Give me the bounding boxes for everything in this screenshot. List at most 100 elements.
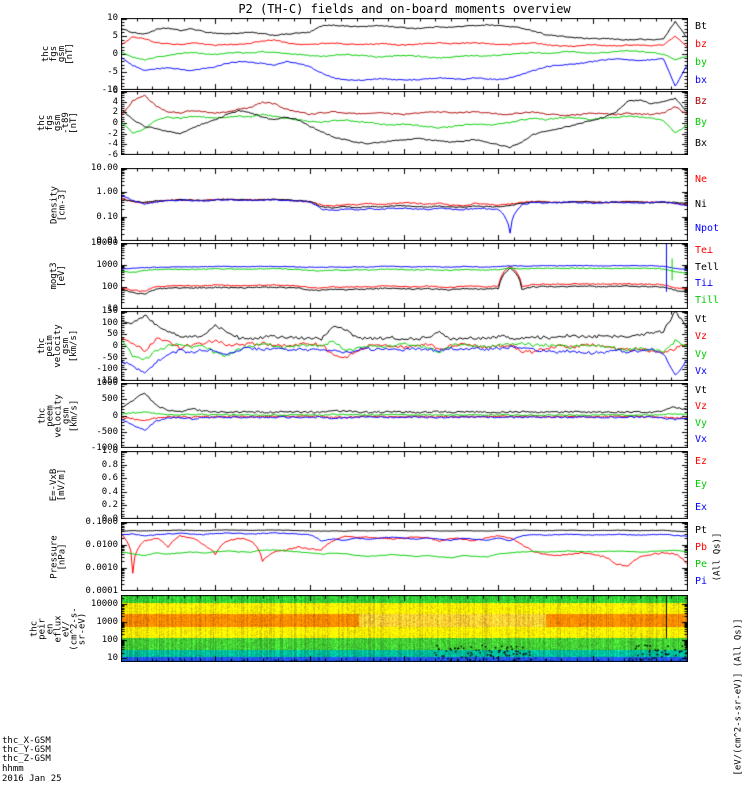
ytick-fgs_gsm_t89-1: 4 — [112, 96, 118, 107]
legend-fgs_gsm-Bt: Bt — [695, 21, 708, 32]
row-label-hhmm: hhmm — [2, 764, 24, 774]
legend-pressure-Pi: Pi — [695, 576, 708, 588]
ytick-mogt3-2: 100 — [101, 282, 118, 292]
legend-mogt3-Te⊥: Te⊥ — [695, 245, 714, 257]
ytick-density-2: 0.10 — [96, 211, 118, 222]
ytick-fgs_gsm-3: -5 — [107, 67, 118, 77]
legend-pressure-Pb: Pb — [695, 541, 708, 553]
ytick-peim_velocity-6: -150 — [96, 376, 118, 386]
ylabel-peir: thc peir en eflux eV/ (cm^2-s- sr-eV) — [29, 606, 87, 651]
ytick-density-1: 1.00 — [96, 187, 118, 198]
legend-fgs_gsm_t89-Bz: Bz — [695, 95, 708, 107]
ytick-peir-3: 10 — [107, 652, 118, 663]
panel-peim-velocity-plot — [121, 311, 688, 381]
ytick-fgs_gsm_t89-6: -6 — [107, 150, 118, 160]
legend-density-Ne: Ne — [695, 174, 708, 186]
pressure-right-unit: (All Qs)] — [712, 532, 723, 582]
legend-pressure-Pt: Pt — [695, 524, 708, 536]
ytick-peem_velocity-1: 500 — [101, 394, 118, 405]
ylabel-mogt3: mogt3 [eV] — [49, 262, 67, 290]
ytick-fgs_gsm-1: 5 — [112, 31, 118, 41]
ytick-peim_velocity-3: 0 — [112, 341, 118, 351]
legend-peim_velocity-Vx: Vx — [695, 366, 708, 378]
legend-peim_velocity-Vy: Vy — [695, 348, 708, 360]
ytick-pressure-3: 0.0001 — [85, 586, 118, 596]
row-label-y-gsm: thc_Y-GSM — [2, 745, 51, 755]
ytick-fgs_gsm_t89-2: 2 — [112, 107, 118, 118]
panel-fgs-gsm-t89-plot — [121, 91, 688, 155]
ytick-peem_velocity-2: 0 — [112, 410, 118, 421]
ytick-fgs_gsm-4: -10 — [101, 85, 118, 95]
panel-fgs-gsm-plot — [121, 18, 688, 90]
ytick-peim_velocity-4: -50 — [101, 352, 118, 363]
ylabel-pressure: Pressure [nPa] — [49, 534, 67, 579]
ylabel-fgs_gsm_t89: thc fgs gsm -t89 [nT] — [37, 112, 79, 134]
legend-peim_velocity-Vt: Vt — [695, 313, 708, 325]
ytick-pressure-2: 0.0010 — [85, 563, 118, 573]
ytick-mogt3-0: 10000 — [90, 238, 118, 248]
ytick-density-0: 10.00 — [90, 163, 118, 173]
ytick-efield-0: 1.0 — [101, 446, 118, 456]
ytick-pressure-1: 0.0100 — [85, 540, 118, 550]
ytick-peir-0: 10000 — [90, 598, 118, 609]
panel-pressure-plot — [121, 522, 688, 591]
ytick-efield-1: 0.8 — [101, 459, 118, 470]
legend-fgs_gsm-bx: bx — [695, 75, 708, 86]
legend-mogt3-Tell: Tell — [695, 261, 720, 273]
legend-fgs_gsm-by: by — [695, 57, 708, 68]
panel-mogt3-plot — [121, 243, 688, 309]
legend-fgs_gsm_t89-Bx: Bx — [695, 138, 708, 150]
legend-peem_velocity-Vx: Vx — [695, 433, 708, 445]
ytick-fgs_gsm_t89-0: 6 — [112, 86, 118, 96]
legend-density-Npot: Npot — [695, 222, 720, 234]
ytick-density-3: 0.01 — [96, 236, 118, 246]
panel-efield-plot — [121, 451, 688, 519]
ytick-peem_velocity-0: 1000 — [96, 378, 118, 388]
legend-mogt3-Ti⊥: Ti⊥ — [695, 278, 714, 290]
ytick-efield-2: 0.6 — [101, 473, 118, 484]
legend-peem_velocity-Vy: Vy — [695, 417, 708, 429]
ytick-peir-1: 1000 — [96, 616, 118, 627]
flux-unit-label: [eV/(cm^2-s-sr-eV)] (All Qs)] — [733, 618, 744, 776]
row-label-z-gsm: thc_Z-GSM — [2, 754, 51, 764]
ytick-peir-2: 100 — [101, 634, 118, 645]
ytick-peim_velocity-5: -100 — [96, 364, 118, 375]
ylabel-peem_velocity: thc peem velocity gsm [km/s] — [37, 393, 79, 438]
ylabel-peim_velocity: thc peim velocity gsm [km/s] — [37, 324, 79, 368]
legend-peim_velocity-Vz: Vz — [695, 331, 708, 343]
ytick-fgs_gsm_t89-3: 0 — [112, 118, 118, 128]
legend-fgs_gsm_t89-By: By — [695, 117, 708, 128]
legend-peem_velocity-Vz: Vz — [695, 401, 708, 413]
ytick-fgs_gsm-2: 0 — [112, 49, 118, 59]
ytick-peem_velocity-4: -1000 — [90, 443, 118, 453]
date-label: 2016 Jan 25 — [2, 774, 62, 784]
ytick-fgs_gsm_t89-5: -4 — [107, 139, 118, 150]
legend-peem_velocity-Vt: Vt — [695, 385, 708, 397]
row-label-x-gsm: thc_X-GSM — [2, 736, 51, 746]
legend-mogt3-Till: Till — [695, 294, 720, 306]
panel-density-plot — [121, 168, 688, 241]
legend-efield-Ex: Ex — [695, 501, 708, 513]
page-title: P2 (TH-C) fields and on-board moments ov… — [238, 2, 571, 16]
ytick-pressure-0: 0.1000 — [85, 517, 118, 527]
ytick-efield-5: 0.0 — [101, 514, 118, 524]
legend-efield-Ey: Ey — [695, 479, 708, 490]
ylabel-efield: E=-VxB [mV/m] — [49, 468, 67, 502]
panel-peir-plot — [121, 595, 688, 662]
ytick-peem_velocity-3: -500 — [96, 426, 118, 437]
ylabel-density: Density [cm-3] — [49, 185, 67, 224]
ytick-mogt3-1: 1000 — [96, 260, 118, 270]
ytick-fgs_gsm_t89-4: -2 — [107, 128, 118, 139]
ytick-peim_velocity-1: 100 — [101, 317, 118, 328]
legend-density-Ni: Ni — [695, 198, 708, 210]
panel-peem-velocity-plot — [121, 383, 688, 448]
legend-pressure-Pe: Pe — [695, 559, 708, 571]
ytick-peim_velocity-0: 150 — [101, 306, 118, 316]
ytick-fgs_gsm-0: 10 — [107, 13, 118, 23]
legend-fgs_gsm-bz: bz — [695, 39, 708, 50]
legend-efield-Ez: Ez — [695, 456, 708, 468]
ytick-efield-4: 0.2 — [101, 500, 118, 511]
ytick-mogt3-3: 10 — [107, 304, 118, 314]
ytick-efield-3: 0.4 — [101, 486, 118, 497]
